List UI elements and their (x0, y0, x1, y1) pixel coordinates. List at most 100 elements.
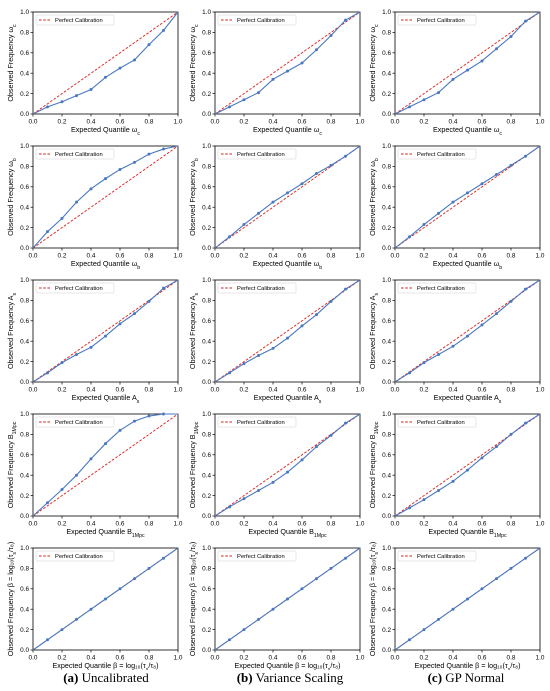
legend-label: Perfect Calibration (417, 18, 465, 24)
calibration-point (286, 191, 289, 195)
y-tick-label: 0.8 (202, 30, 211, 37)
calibration-point (133, 419, 136, 423)
y-tick-label: 0.8 (20, 566, 29, 573)
y-tick-label: 0.4 (20, 204, 29, 211)
calibration-point (509, 163, 513, 167)
legend-box (217, 282, 297, 294)
calibration-point (133, 577, 136, 581)
legend-label: Perfect Calibration (417, 554, 465, 560)
x-tick-label: 1.0 (536, 253, 545, 260)
calibration-point (147, 152, 151, 156)
calibration-point (466, 468, 469, 472)
y-tick-label: 0.6 (202, 50, 211, 57)
y-tick-label: 0.6 (20, 318, 29, 325)
calibration-point (329, 163, 333, 167)
legend: Perfect Calibration (397, 282, 477, 294)
calibration-point (286, 470, 289, 474)
calibration-point (242, 98, 246, 102)
legend: Perfect Calibration (35, 282, 115, 294)
calibration-point (422, 361, 426, 365)
calibration-point (271, 346, 275, 350)
x-axis-label: Expected Quantile ωc (253, 125, 322, 137)
x-tick-label: 1.0 (174, 253, 183, 260)
x-tick-label: 0.4 (269, 253, 278, 260)
plot-frame (214, 11, 361, 115)
calibration-point (422, 498, 426, 502)
legend-box (35, 14, 115, 26)
x-tick-label: 0.0 (391, 253, 400, 260)
calibration-point (300, 182, 304, 186)
y-tick-label: 0.6 (20, 586, 29, 593)
x-tick-label: 0.2 (58, 655, 67, 662)
legend-label: Perfect Calibration (55, 18, 103, 24)
y-tick-label: 0.4 (202, 204, 211, 211)
y-axis-label: Observed Frequency B1Mpc (368, 421, 380, 508)
legend-label: Perfect Calibration (237, 286, 285, 292)
calibration-point (257, 489, 260, 492)
y-tick-label: 0.8 (20, 432, 29, 439)
y-tick-label: 0.0 (202, 245, 211, 252)
y-tick-label: 0.0 (202, 379, 211, 386)
y-axis-label: Observed Frequency ωc (6, 24, 18, 102)
x-tick-label: 0.6 (298, 119, 307, 126)
y-tick-label: 0.4 (202, 472, 211, 479)
calibration-point (408, 371, 411, 375)
x-tick-label: 0.4 (87, 253, 96, 260)
calibration-point (271, 77, 275, 81)
x-axis-label: Expected Quantile β = log₁₀(τs/τ₈) (414, 661, 520, 670)
calibration-point (118, 66, 122, 70)
legend-label: Perfect Calibration (417, 286, 465, 292)
x-tick-label: 0.4 (87, 521, 96, 528)
calibration-point (147, 43, 151, 47)
legend-label: Perfect Calibration (237, 554, 285, 560)
y-tick-label: 0.8 (382, 164, 391, 171)
calibration-point (257, 353, 260, 357)
legend-label: Perfect Calibration (55, 286, 103, 292)
x-tick-label: 0.8 (327, 253, 336, 260)
calibration-point (451, 200, 455, 204)
x-tick-label: 0.6 (298, 387, 307, 394)
y-tick-label: 0.2 (382, 493, 391, 500)
calibration-point (480, 456, 484, 460)
plot-frame (394, 413, 541, 517)
legend-box (217, 550, 297, 562)
calibration-point (422, 628, 426, 632)
calibration-point (437, 489, 440, 492)
calibration-point (315, 445, 318, 449)
legend: Perfect Calibration (217, 148, 297, 160)
y-axis-label: Observed Frequency As (368, 293, 380, 370)
legend-label: Perfect Calibration (237, 18, 285, 24)
calibration-point (118, 428, 122, 432)
y-tick-label: 0.8 (382, 298, 391, 305)
plot-frame (394, 145, 541, 249)
calibration-plot-4-3: 0.0 0.2 0.4 0.6 0.8 1.0 0.0 0.2 0.4 0.6 0.8 1.0 Expe… (368, 411, 545, 539)
x-tick-label: 0.6 (298, 253, 307, 260)
legend-label: Perfect Calibration (55, 152, 103, 158)
x-tick-label: 0.4 (449, 253, 458, 260)
x-axis-label: Expected Quantile ωb (71, 259, 140, 271)
calibration-point (437, 352, 440, 356)
y-tick-label: 0.4 (202, 606, 211, 613)
y-tick-label: 0.0 (202, 513, 211, 520)
x-tick-label: 0.0 (29, 655, 38, 662)
calibration-point (451, 607, 455, 611)
calibration-point (257, 91, 260, 95)
calibration-point (271, 607, 275, 611)
calibration-point (480, 323, 484, 327)
y-tick-label: 0.8 (382, 566, 391, 573)
y-tick-label: 0.4 (202, 338, 211, 345)
calibration-point (451, 479, 455, 483)
x-tick-label: 0.6 (116, 521, 125, 528)
legend-box (35, 416, 115, 428)
calibration-point (495, 445, 498, 449)
y-tick-label: 0.6 (382, 50, 391, 57)
y-tick-label: 0.4 (382, 204, 391, 211)
x-tick-label: 0.2 (58, 521, 67, 528)
calibration-point (228, 371, 231, 375)
y-tick-label: 1.0 (20, 143, 29, 150)
plot-frame (394, 547, 541, 651)
x-tick-label: 0.6 (478, 387, 487, 394)
calibration-point (422, 98, 426, 102)
calibration-point (437, 91, 440, 95)
x-tick-label: 0.0 (391, 655, 400, 662)
